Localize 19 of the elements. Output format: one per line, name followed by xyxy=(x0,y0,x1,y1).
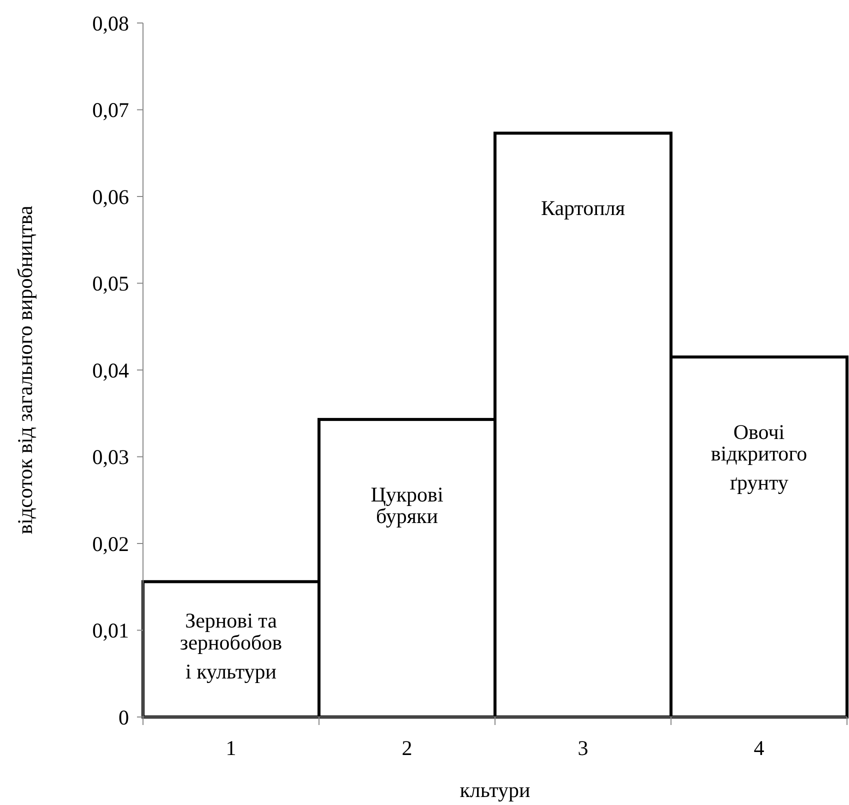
y-tick-label: 0,01 xyxy=(92,618,129,643)
x-tick-label: 4 xyxy=(754,736,765,760)
x-tick-label: 3 xyxy=(578,736,588,760)
y-axis-title: відсоток від загального виробництва xyxy=(13,205,37,534)
y-tick-label: 0,06 xyxy=(92,184,129,209)
x-tick-label: 2 xyxy=(402,736,412,760)
y-tick-label: 0,04 xyxy=(92,358,130,382)
y-tick-label: 0,07 xyxy=(92,98,129,122)
x-tick-label: 1 xyxy=(226,736,236,760)
y-tick-label: 0 xyxy=(118,705,129,730)
y-tick-label: 0,02 xyxy=(92,532,129,556)
annotation: Картопля xyxy=(540,196,626,220)
y-tick-label: 0,08 xyxy=(92,11,129,36)
y-tick-label: 0,03 xyxy=(92,445,129,470)
annotation: Зернові та зернобобов і культури xyxy=(180,608,282,684)
y-tick-label: 0,05 xyxy=(92,272,129,296)
annotation: Цукрові буряки xyxy=(370,482,444,528)
x-axis-title: кльтури xyxy=(460,778,530,802)
annotation: Овочі відкритого ґрунту xyxy=(710,420,808,494)
